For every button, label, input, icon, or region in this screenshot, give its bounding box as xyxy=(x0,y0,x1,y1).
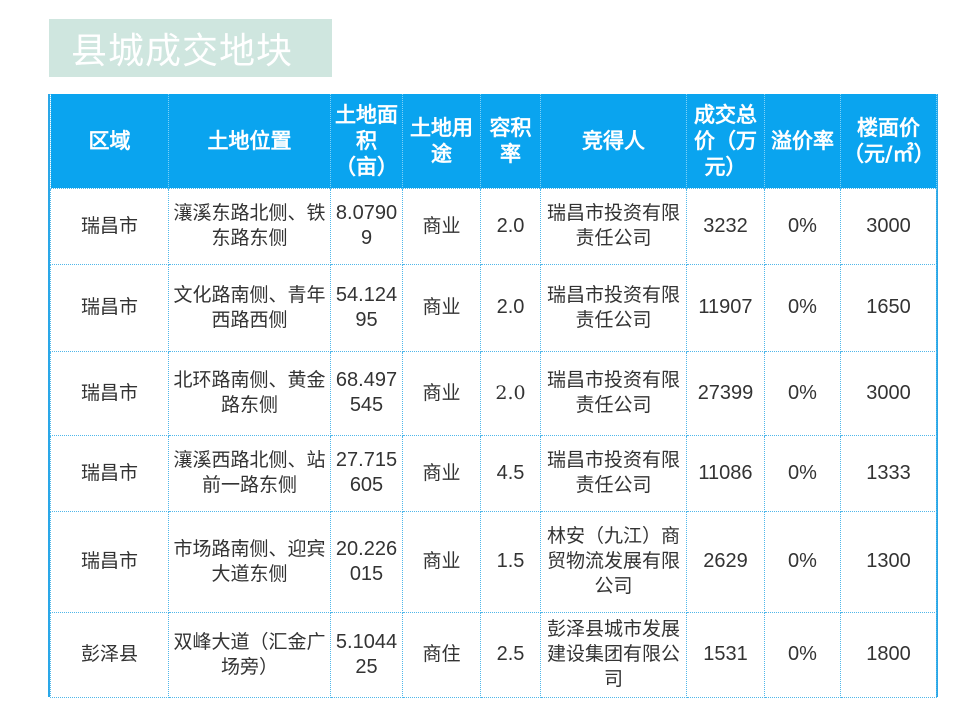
cell-area: 27.715605 xyxy=(330,434,403,512)
cell-location: 瀼溪西路北侧、站前一路东侧 xyxy=(168,434,331,512)
cell-use: 商住 xyxy=(402,611,481,698)
slide-title: 县城成交地块 xyxy=(71,31,294,72)
cell-winner: 彭泽县城市发展建设集团有限公司 xyxy=(540,611,687,698)
cell-floor-price: 3000 xyxy=(840,187,937,265)
cell-floor-price: 3000 xyxy=(840,350,937,436)
header-area: 土地面积（亩） xyxy=(330,94,403,188)
cell-area: 5.104425 xyxy=(330,611,403,698)
cell-price: 2629 xyxy=(686,510,765,613)
cell-location: 文化路南侧、青年西路西侧 xyxy=(168,263,331,352)
table-header-row: 区域 土地位置 土地面积（亩） 土地用途 容积率 竞得人 成交总价（万元） 溢价… xyxy=(50,94,937,188)
table-row: 瑞昌市 瀼溪东路北侧、铁东路东侧 8.07909 商业 2.0 瑞昌市投资有限责… xyxy=(50,187,937,265)
header-location: 土地位置 xyxy=(168,94,331,188)
cell-use: 商业 xyxy=(402,187,481,265)
cell-far: 4.5 xyxy=(480,434,541,512)
cell-area: 68.497545 xyxy=(330,350,403,436)
cell-far: 2.0 xyxy=(480,263,541,352)
cell-use: 商业 xyxy=(402,434,481,512)
land-transactions-table: 区域 土地位置 土地面积（亩） 土地用途 容积率 竞得人 成交总价（万元） 溢价… xyxy=(50,94,937,698)
cell-winner: 瑞昌市投资有限责任公司 xyxy=(540,263,687,352)
cell-far: 1.5 xyxy=(480,510,541,613)
cell-premium: 0% xyxy=(764,611,841,698)
cell-winner: 瑞昌市投资有限责任公司 xyxy=(540,350,687,436)
table-row: 彭泽县 双峰大道（汇金广场旁） 5.104425 商住 2.5 彭泽县城市发展建… xyxy=(50,611,937,698)
cell-premium: 0% xyxy=(764,510,841,613)
table-row: 瑞昌市 市场路南侧、迎宾大道东侧 20.226015 商业 1.5 林安（九江）… xyxy=(50,510,937,613)
header-floor-price: 楼面价（元/㎡） xyxy=(840,94,937,188)
cell-location: 双峰大道（汇金广场旁） xyxy=(168,611,331,698)
table-row: 瑞昌市 瀼溪西路北侧、站前一路东侧 27.715605 商业 4.5 瑞昌市投资… xyxy=(50,434,937,512)
header-use: 土地用途 xyxy=(402,94,481,188)
cell-far: 2.0 xyxy=(480,350,541,436)
cell-location: 瀼溪东路北侧、铁东路东侧 xyxy=(168,187,331,265)
table-row: 瑞昌市 文化路南侧、青年西路西侧 54.12495 商业 2.0 瑞昌市投资有限… xyxy=(50,263,937,352)
cell-price: 11907 xyxy=(686,263,765,352)
cell-region: 瑞昌市 xyxy=(50,510,169,613)
cell-floor-price: 1650 xyxy=(840,263,937,352)
cell-price: 11086 xyxy=(686,434,765,512)
cell-location: 市场路南侧、迎宾大道东侧 xyxy=(168,510,331,613)
cell-area: 54.12495 xyxy=(330,263,403,352)
cell-premium: 0% xyxy=(764,263,841,352)
land-transactions-table-container: 区域 土地位置 土地面积（亩） 土地用途 容积率 竞得人 成交总价（万元） 溢价… xyxy=(48,94,938,698)
cell-floor-price: 1333 xyxy=(840,434,937,512)
cell-region: 瑞昌市 xyxy=(50,350,169,436)
cell-winner: 林安（九江）商贸物流发展有限公司 xyxy=(540,510,687,613)
cell-region: 彭泽县 xyxy=(50,611,169,698)
cell-area: 8.07909 xyxy=(330,187,403,265)
cell-region: 瑞昌市 xyxy=(50,434,169,512)
cell-region: 瑞昌市 xyxy=(50,263,169,352)
cell-price: 27399 xyxy=(686,350,765,436)
cell-premium: 0% xyxy=(764,350,841,436)
cell-location: 北环路南侧、黄金路东侧 xyxy=(168,350,331,436)
cell-premium: 0% xyxy=(764,187,841,265)
header-price: 成交总价（万元） xyxy=(686,94,765,188)
cell-price: 3232 xyxy=(686,187,765,265)
cell-floor-price: 1800 xyxy=(840,611,937,698)
header-far: 容积率 xyxy=(480,94,541,188)
slide-title-box: 县城成交地块 xyxy=(49,19,332,77)
header-region: 区域 xyxy=(50,94,169,188)
cell-far: 2.0 xyxy=(480,187,541,265)
cell-far: 2.5 xyxy=(480,611,541,698)
cell-use: 商业 xyxy=(402,350,481,436)
cell-premium: 0% xyxy=(764,434,841,512)
cell-floor-price: 1300 xyxy=(840,510,937,613)
cell-winner: 瑞昌市投资有限责任公司 xyxy=(540,434,687,512)
header-premium: 溢价率 xyxy=(764,94,841,188)
table-row: 瑞昌市 北环路南侧、黄金路东侧 68.497545 商业 2.0 瑞昌市投资有限… xyxy=(50,350,937,436)
cell-region: 瑞昌市 xyxy=(50,187,169,265)
cell-price: 1531 xyxy=(686,611,765,698)
cell-use: 商业 xyxy=(402,263,481,352)
cell-area: 20.226015 xyxy=(330,510,403,613)
cell-winner: 瑞昌市投资有限责任公司 xyxy=(540,187,687,265)
cell-use: 商业 xyxy=(402,510,481,613)
header-winner: 竞得人 xyxy=(540,94,687,188)
